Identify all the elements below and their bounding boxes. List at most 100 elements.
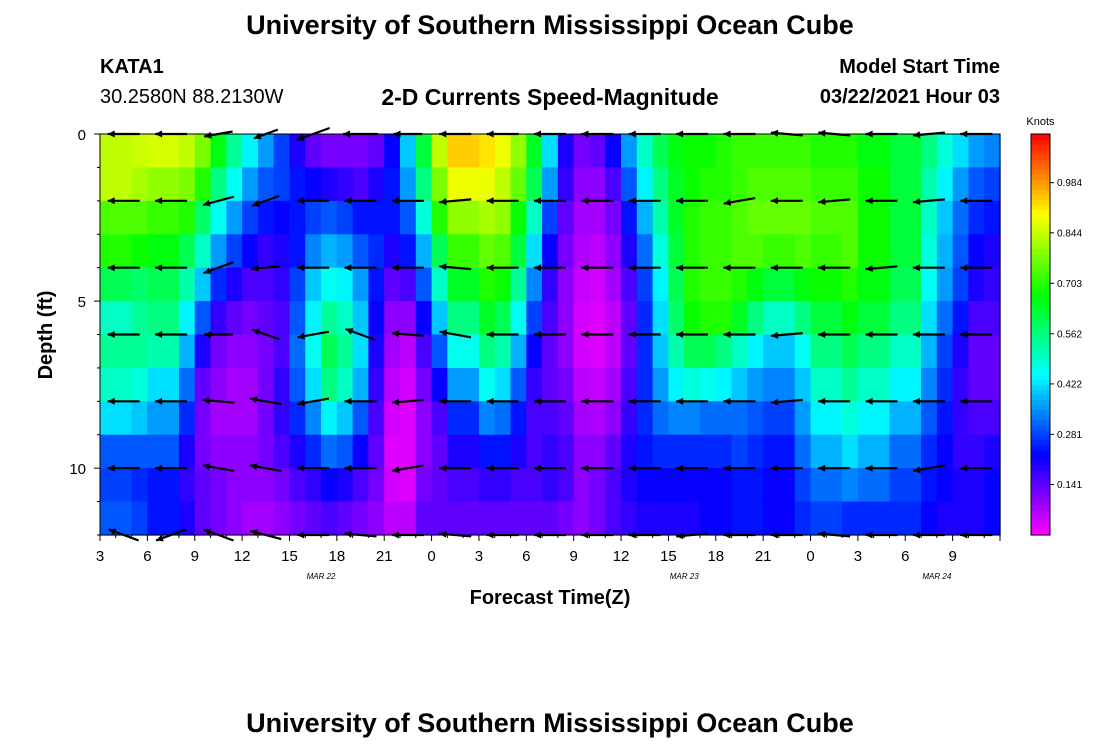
heatmap-cell [321, 200, 338, 235]
heatmap-cell [478, 468, 496, 503]
colorbar-swatch [1031, 199, 1050, 205]
heatmap-cell [226, 200, 243, 235]
footer-title: University of Southern Mississippi Ocean… [246, 708, 854, 738]
heatmap-cell [889, 501, 922, 536]
heatmap-cell [984, 200, 1001, 235]
colorbar-swatch [1031, 454, 1050, 461]
vector-head [392, 398, 400, 406]
heatmap-cell [526, 367, 543, 402]
colorbar-swatch [1031, 424, 1050, 431]
vector-head [252, 328, 260, 336]
heatmap-cell [921, 167, 938, 202]
heatmap-cell [857, 267, 891, 302]
vector-head [252, 200, 260, 207]
heatmap-cell [842, 501, 859, 536]
colorbar-swatch [1031, 319, 1050, 326]
heatmap-cell [226, 434, 243, 469]
heatmap-cell [131, 267, 148, 302]
heatmap-cell [242, 401, 259, 436]
current-vector [723, 464, 756, 472]
heatmap-cell [368, 468, 385, 503]
heatmap-cell [557, 501, 575, 536]
vector-head [534, 197, 541, 205]
current-vector [960, 331, 993, 338]
heatmap-cell [684, 234, 701, 269]
heatmap-cell [494, 301, 512, 336]
heatmap-cell [336, 434, 354, 469]
heatmap-cell [178, 134, 196, 169]
heatmap-cell [305, 434, 322, 469]
heatmap-cell [573, 468, 591, 503]
heatmap-cell [668, 434, 685, 469]
vector-head [818, 397, 826, 405]
heatmap-cell [984, 501, 1001, 536]
current-vector [107, 397, 140, 405]
heatmap-cell [557, 234, 575, 269]
heatmap-cell [415, 367, 433, 402]
current-vector [865, 265, 898, 272]
heatmap-cell [210, 301, 227, 336]
heatmap-cell [321, 301, 338, 336]
heatmap-cell [478, 334, 496, 369]
heatmap-cell [668, 334, 685, 369]
vector-head [297, 464, 305, 472]
current-vector [297, 397, 330, 407]
colorbar-swatch [1031, 309, 1050, 316]
heatmap-cell [889, 234, 922, 269]
heatmap-cell [605, 434, 622, 469]
current-vector [865, 397, 898, 405]
colorbar-swatch [1031, 159, 1050, 165]
heatmap-cell [100, 267, 133, 302]
heatmap-cell [273, 501, 291, 536]
heatmap-cell [700, 434, 717, 469]
colorbar-swatch [1031, 364, 1050, 371]
heatmap-cell [131, 200, 148, 235]
heatmap-cell [668, 134, 685, 169]
vector-head [107, 397, 115, 405]
heatmap-cell [605, 501, 622, 536]
heatmap-cell [289, 501, 306, 536]
heatmap-cell [242, 267, 259, 302]
heatmap-cell [636, 401, 654, 436]
heatmap-cell [842, 334, 859, 369]
heatmap-cell [842, 401, 859, 436]
colorbar-swatch [1031, 239, 1050, 245]
y-tick-label: 0 [78, 127, 86, 144]
heatmap-cell [305, 501, 322, 536]
colorbar-swatch [1031, 304, 1050, 311]
heatmap-cell [242, 301, 259, 336]
current-vector [581, 331, 614, 338]
current-vector [391, 330, 424, 338]
colorbar-swatch [1031, 264, 1050, 270]
heatmap-cell [415, 234, 433, 269]
heatmap-cell [257, 134, 275, 169]
heatmap-cell [400, 134, 417, 169]
heatmap-cell [668, 501, 685, 536]
heatmap-cell [857, 134, 891, 169]
vector-head [818, 331, 826, 338]
heatmap-cell [668, 167, 685, 202]
current-vector [486, 331, 519, 338]
current-vector [960, 264, 993, 272]
x-axis-label: Forecast Time(Z) [470, 587, 631, 609]
current-vector [344, 264, 377, 272]
heatmap-cell [621, 501, 638, 536]
heatmap-cell [700, 134, 717, 169]
heatmap-cell [936, 301, 954, 336]
heatmap-cell [621, 434, 638, 469]
heatmap-cell [652, 434, 670, 469]
heatmap-cell [842, 234, 859, 269]
heatmap-cell [305, 301, 322, 336]
heatmap-cell [984, 267, 1001, 302]
colorbar-swatch [1031, 479, 1050, 486]
vector-head [960, 331, 968, 338]
current-vector [534, 397, 566, 405]
x-tick-label: 18 [328, 548, 345, 565]
y-tick-label: 5 [78, 294, 86, 311]
heatmap-cell [621, 200, 638, 235]
vector-head [676, 532, 684, 540]
heatmap-cell [636, 501, 654, 536]
heatmap-cell [589, 434, 606, 469]
current-vector [439, 329, 472, 339]
heatmap-cell [147, 167, 180, 202]
